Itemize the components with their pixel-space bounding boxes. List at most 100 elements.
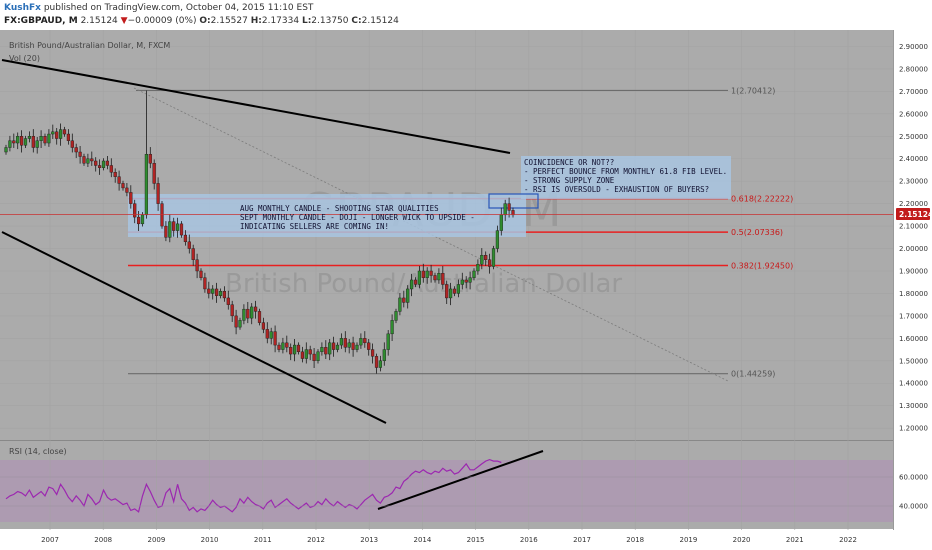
candle-body (265, 329, 269, 339)
annotation-box-right[interactable] (521, 156, 731, 199)
time-tick-label: 2008 (94, 536, 112, 544)
price-axis[interactable]: 2.90000 2.80000 2.70000 2.60000 2.50000 2.400… (899, 43, 928, 433)
candle-body (413, 279, 418, 285)
candle-body (226, 297, 230, 305)
candle-body (12, 140, 16, 144)
candle-body (140, 214, 145, 225)
candle-body (253, 306, 258, 312)
time-tick-label: 2020 (733, 536, 751, 544)
candle-body (47, 133, 51, 144)
resistance-trendline[interactable] (1, 59, 511, 154)
time-tick-label: 2021 (786, 536, 804, 544)
candle-body (211, 288, 215, 294)
symbol-line: FX:GBPAUD, M 2.15124 ▼−0.00009 (0%) O:2.… (4, 16, 399, 26)
candle-body (101, 160, 106, 168)
candle-body (359, 338, 363, 346)
candle-body (125, 187, 129, 193)
candle-body (74, 147, 78, 153)
candle-body (308, 349, 312, 355)
candle-body (105, 160, 109, 166)
price-tick-label: 1.30000 (899, 402, 928, 410)
candle-body (234, 315, 238, 328)
candle-body (168, 221, 172, 238)
price-tick-label: 2.60000 (899, 110, 928, 118)
candle-body (39, 136, 43, 141)
price-tick-label: 2.80000 (899, 65, 928, 73)
candlestick-series[interactable] (4, 90, 515, 374)
candle-body (86, 158, 90, 164)
candle-body (222, 290, 226, 299)
candle-body (335, 344, 340, 350)
price-tick-label: 1.80000 (899, 290, 928, 298)
price-tick-label: 2.10000 (899, 223, 928, 231)
candle-body (425, 270, 429, 278)
candle-body (417, 270, 421, 285)
candle-body (78, 151, 82, 157)
annotation-line: SEPT MONTHLY CANDLE - DOJI - LONGER WICK… (240, 213, 475, 222)
instrument-title: British Pound/Australian Dollar, M, FXCM (9, 41, 170, 50)
candle-body (355, 344, 359, 350)
grid-lines (0, 30, 893, 530)
time-tick-label: 2018 (626, 536, 644, 544)
candle-body (269, 331, 273, 339)
candle-body (398, 297, 402, 312)
candle-body (16, 136, 20, 144)
fib-level-label: 1(2.70412) (731, 86, 775, 95)
candle-body (367, 342, 371, 350)
publisher-line: KushFx published on TradingView.com, Oct… (4, 3, 313, 13)
rsi-trendline[interactable] (377, 450, 544, 510)
down-arrow-icon: ▼ (120, 16, 128, 26)
fib-level-label: 0.382(1.92450) (731, 261, 793, 270)
price-badge (896, 208, 930, 220)
candle-body (460, 279, 464, 285)
candle-body (20, 136, 24, 146)
price-chart[interactable]: GBPAUD, M British Pound/Australian Dolla… (0, 30, 932, 550)
candle-body (175, 223, 180, 231)
time-tick-label: 2010 (201, 536, 219, 544)
candle-body (199, 270, 203, 278)
price-tick-label: 1.60000 (899, 335, 928, 343)
author-link[interactable]: KushFx (4, 3, 41, 13)
candle-body (55, 131, 59, 139)
candle-body (371, 349, 375, 357)
candle-body (35, 140, 39, 148)
rsi-series[interactable] (5, 458, 502, 513)
rsi-axis: 60.0000 40.0000 (0, 474, 928, 511)
low-label: L: (301, 16, 312, 26)
candle-body (195, 259, 199, 272)
candle-body (410, 279, 414, 290)
candle-body (179, 223, 184, 236)
candle-body (495, 230, 499, 249)
candle-body (503, 203, 507, 216)
annotation-box-left[interactable] (128, 194, 526, 237)
candle-body (218, 290, 223, 296)
time-tick-label: 2013 (360, 536, 378, 544)
symbol-name[interactable]: FX:GBPAUD, M (4, 16, 78, 26)
rsi-legend[interactable]: RSI (14, close) (9, 447, 67, 456)
candle-body (152, 163, 156, 184)
time-tick-label: 2015 (467, 536, 485, 544)
supply-zone-box[interactable] (488, 193, 539, 209)
time-axis[interactable]: 2007 2008 2009 2010 2011 2012 2013 2014 2015 2016… (41, 536, 857, 544)
time-tick-label: 2009 (147, 536, 165, 544)
candle-body (476, 264, 480, 272)
candle-body (187, 241, 191, 249)
candle-body (242, 308, 246, 321)
candle-body (449, 288, 453, 299)
open-value: 2.15527 (210, 16, 248, 26)
candle-body (351, 342, 355, 350)
candle-body (144, 154, 148, 216)
close-label: C: (351, 16, 362, 26)
candle-body (378, 360, 382, 368)
support-trendline[interactable] (1, 231, 387, 424)
candle-body (433, 275, 437, 281)
volume-legend[interactable]: Vol (20) (9, 54, 40, 63)
candle-body (246, 308, 250, 319)
candle-body (382, 349, 386, 361)
candle-body (347, 342, 351, 348)
candle-body (8, 140, 12, 148)
time-tick-label: 2011 (254, 536, 272, 544)
price-tick-label: 2.70000 (899, 88, 928, 96)
low-value: 2.13750 (311, 16, 349, 26)
candle-body (164, 225, 168, 238)
